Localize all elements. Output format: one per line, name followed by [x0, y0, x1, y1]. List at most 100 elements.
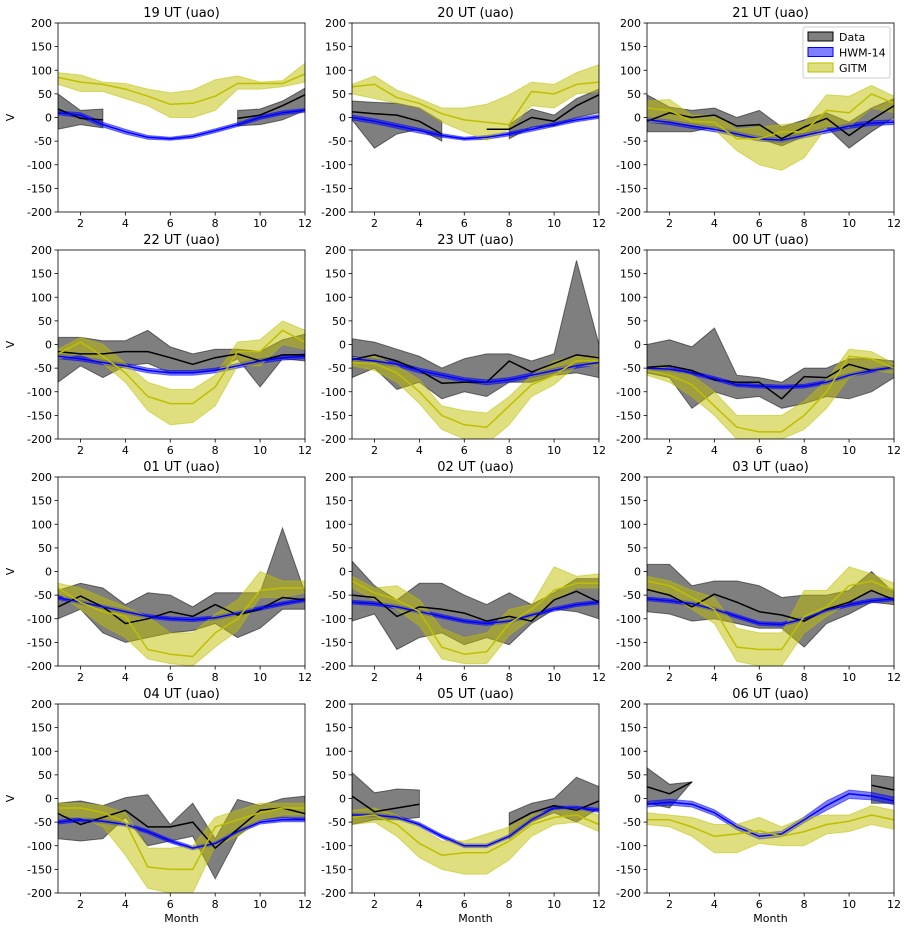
x-tick-label: 4 [122, 217, 129, 230]
panel-8: 2 4 6 8 10 12 -200 -150 -100 -50 0 50 100 150 200 02 UT… [321, 460, 606, 684]
panel-title: 00 UT (uao) [732, 233, 809, 248]
y-tick-label: -50 [623, 362, 641, 375]
y-tick-label: 150 [31, 268, 52, 281]
y-tick-label: 50 [627, 88, 641, 101]
x-tick-label: 10 [253, 671, 267, 684]
gitm-band [352, 64, 599, 141]
hwm-line [647, 366, 894, 388]
plot-area [58, 794, 305, 893]
y-tick-label: 50 [332, 769, 346, 782]
data-line [352, 354, 599, 384]
legend-label: HWM-14 [839, 47, 886, 60]
hwm-line [352, 601, 599, 625]
x-tick-label: 2 [371, 217, 378, 230]
x-tick-label: 2 [666, 671, 673, 684]
x-tick-label: 2 [371, 898, 378, 911]
y-tick-label: 50 [627, 769, 641, 782]
plot-area [58, 526, 305, 666]
x-tick-label: 6 [756, 671, 763, 684]
legend-swatch [807, 62, 834, 73]
y-tick-label: 200 [325, 698, 346, 711]
legend-swatch [807, 47, 834, 57]
x-tick-label: 12 [887, 444, 901, 457]
y-tick-label: 100 [31, 745, 52, 758]
x-tick-label: 6 [756, 444, 763, 457]
panel-9: 2 4 6 8 10 12 -200 -150 -100 -50 0 50 100 150 200 03 UT… [616, 460, 901, 684]
panel-6: 2 4 6 8 10 12 -200 -150 -100 -50 0 50 100 150 200 00 UT… [616, 233, 901, 457]
data-line [647, 105, 894, 140]
panel-4: 2 4 6 8 10 12 -200 -150 -100 -50 0 50 100 150 200 22 UT… [4, 233, 312, 457]
y-tick-label: -150 [27, 409, 52, 422]
y-tick-label: 200 [620, 698, 641, 711]
x-tick-label: 8 [801, 898, 808, 911]
data-line [647, 588, 894, 622]
data-line [352, 795, 599, 826]
y-tick-label: -50 [328, 589, 346, 602]
y-tick-label: 50 [627, 542, 641, 555]
y-tick-label: 50 [38, 315, 52, 328]
x-tick-label: 2 [371, 444, 378, 457]
y-tick-label: 100 [31, 518, 52, 531]
gitm-line [352, 580, 599, 655]
y-tick-label: -50 [34, 589, 52, 602]
hwm-line [58, 109, 305, 140]
hwm-line [352, 807, 599, 847]
hwm-line [352, 115, 599, 140]
panel-title: 05 UT (uao) [437, 687, 514, 702]
x-tick-label: 12 [592, 898, 606, 911]
y-tick-label: 100 [325, 64, 346, 77]
y-tick-label: -50 [34, 816, 52, 829]
gitm-band [58, 320, 305, 426]
x-tick-label: 2 [77, 898, 84, 911]
y-axis-label: V [4, 113, 17, 121]
y-tick-label: 50 [332, 315, 346, 328]
gitm-line [58, 73, 305, 106]
y-tick-label: 150 [620, 41, 641, 54]
gitm-band [352, 807, 599, 875]
y-tick-label: -50 [623, 589, 641, 602]
x-axis-label: Month [458, 912, 493, 925]
plot-area [352, 771, 599, 875]
y-tick-label: 150 [31, 722, 52, 735]
y-tick-label: 100 [325, 518, 346, 531]
y-tick-label: 0 [45, 112, 52, 125]
panel-12: 2 4 6 8 10 12 -200 -150 -100 -50 0 50 100 150 200 06 UT… [616, 687, 901, 925]
y-tick-label: -200 [321, 206, 346, 219]
x-tick-label: 4 [416, 671, 423, 684]
y-tick-label: -150 [27, 182, 52, 195]
y-tick-label: 100 [620, 64, 641, 77]
y-tick-label: -150 [616, 636, 641, 649]
x-tick-label: 10 [253, 898, 267, 911]
x-axis-label: Month [164, 912, 199, 925]
panel-title: 20 UT (uao) [437, 6, 514, 21]
plot-area [58, 320, 305, 426]
panel-title: 02 UT (uao) [437, 460, 514, 475]
x-tick-label: 10 [547, 444, 561, 457]
x-tick-label: 12 [298, 898, 312, 911]
y-tick-label: 150 [620, 495, 641, 508]
y-tick-label: -150 [27, 863, 52, 876]
x-tick-label: 6 [461, 444, 468, 457]
y-tick-label: -150 [321, 409, 346, 422]
x-tick-label: 6 [461, 898, 468, 911]
y-tick-label: -100 [321, 613, 346, 626]
y-tick-label: 200 [325, 17, 346, 30]
x-tick-label: 2 [666, 444, 673, 457]
x-tick-label: 10 [547, 217, 561, 230]
legend: Data HWM-14 GITM [802, 26, 891, 79]
y-tick-label: -100 [27, 840, 52, 853]
x-tick-label: 6 [167, 898, 174, 911]
y-tick-label: 150 [325, 41, 346, 54]
hwm-band [58, 107, 305, 141]
x-tick-label: 2 [666, 898, 673, 911]
y-tick-label: -150 [616, 863, 641, 876]
y-tick-label: -200 [27, 660, 52, 673]
y-tick-label: 100 [325, 291, 346, 304]
x-tick-label: 10 [842, 898, 856, 911]
data-line [58, 807, 305, 849]
y-tick-label: -150 [321, 863, 346, 876]
y-tick-label: 100 [620, 291, 641, 304]
y-tick-label: -150 [616, 409, 641, 422]
gitm-band [352, 355, 599, 439]
